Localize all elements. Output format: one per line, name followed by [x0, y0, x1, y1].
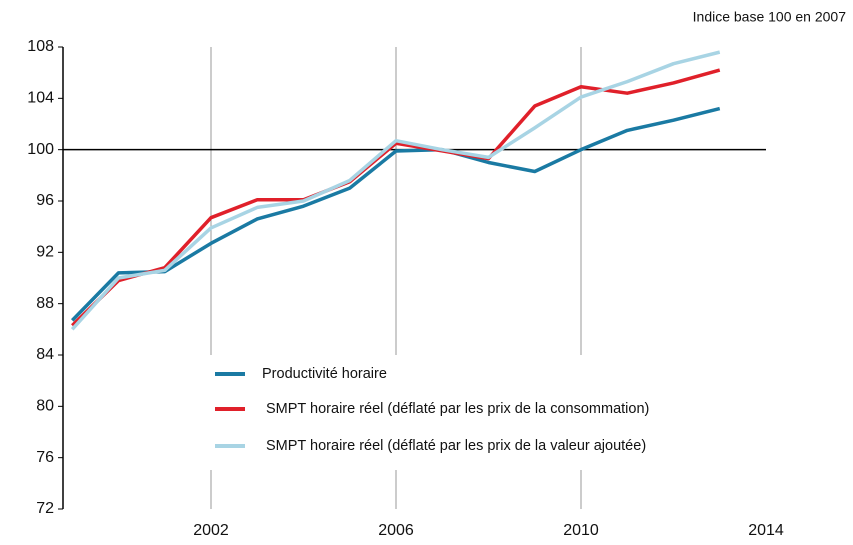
series-line	[70, 50, 721, 331]
y-tick-label: 104	[27, 90, 54, 107]
y-tick-label: 88	[36, 295, 54, 312]
x-tick-label: 2014	[748, 522, 784, 539]
series-line	[71, 68, 721, 327]
legend-label: SMPT horaire réel (déflaté par les prix …	[266, 438, 646, 454]
chart-subtitle: Indice base 100 en 2007	[693, 9, 847, 25]
legend-label: Productivité horaire	[262, 366, 387, 382]
x-tick-label: 2010	[563, 522, 599, 539]
x-tick-label: 2006	[378, 522, 414, 539]
y-tick-label: 84	[36, 346, 54, 363]
y-tick-label: 108	[27, 38, 54, 55]
series-line	[70, 106, 721, 322]
y-tick-label: 92	[36, 244, 54, 261]
y-tick-label: 80	[36, 398, 54, 415]
x-tick-label: 2002	[193, 522, 229, 539]
legend-box	[200, 355, 730, 470]
y-tick-label: 96	[36, 192, 54, 209]
y-tick-label: 76	[36, 449, 54, 466]
y-tick-label: 100	[27, 141, 54, 158]
legend-label: SMPT horaire réel (déflaté par les prix …	[266, 401, 649, 417]
y-tick-label: 72	[36, 500, 54, 517]
